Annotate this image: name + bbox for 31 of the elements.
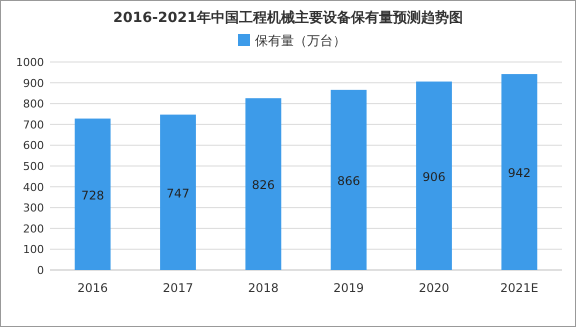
data-label: 826	[252, 178, 275, 192]
y-tick-label: 700	[23, 118, 44, 132]
data-label: 866	[337, 174, 360, 188]
y-tick-label: 900	[23, 76, 44, 90]
bar	[74, 118, 111, 270]
y-tick-label: 500	[23, 160, 44, 173]
x-tick-label: 2020	[418, 281, 450, 295]
chart-title: 2016-2021年中国工程机械主要设备保有量预测趋势图	[113, 9, 463, 26]
x-tick-label: 2018	[248, 281, 279, 295]
bar	[416, 82, 452, 270]
y-tick-label: 200	[23, 222, 44, 236]
x-tick-label: 2019	[333, 281, 364, 295]
y-tick-label: 300	[23, 202, 44, 215]
bar	[501, 74, 538, 270]
data-label: 728	[81, 188, 104, 202]
bar	[160, 114, 196, 270]
data-label: 906	[422, 170, 446, 184]
data-label: 942	[508, 166, 531, 180]
y-tick-label: 100	[23, 243, 44, 256]
data-label: 747	[166, 186, 190, 200]
y-tick-label: 0	[37, 264, 44, 277]
y-tick-label: 600	[23, 139, 44, 152]
x-tick-label: 2021E	[500, 281, 538, 295]
x-tick-label: 2016	[77, 281, 108, 295]
x-tick-label: 2017	[162, 281, 194, 295]
y-tick-label: 400	[23, 180, 44, 194]
y-tick-label: 800	[23, 98, 44, 111]
bar	[330, 90, 367, 270]
bar	[245, 98, 282, 270]
y-tick-label: 1000	[16, 56, 44, 69]
legend-label: 保有量（万台）	[255, 34, 346, 49]
